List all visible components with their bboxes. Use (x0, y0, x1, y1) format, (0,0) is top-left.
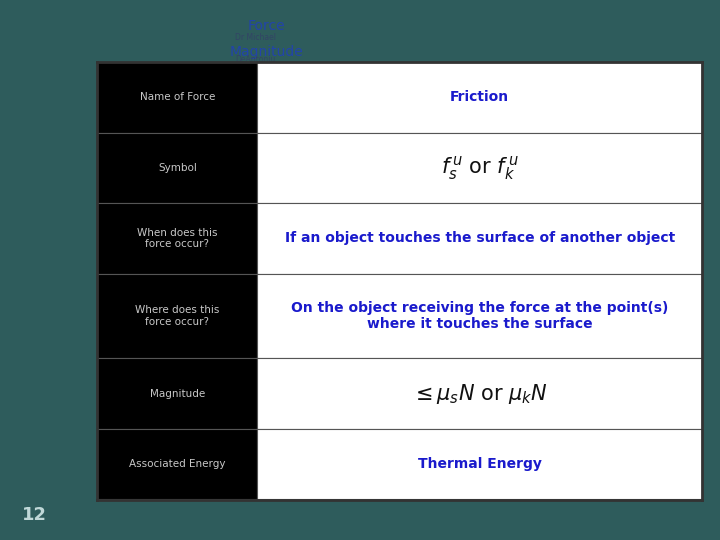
Text: Dr Michael: Dr Michael (235, 33, 276, 42)
Text: When does this
force occur?: When does this force occur? (137, 228, 217, 249)
Text: Friction: Friction (450, 90, 509, 104)
Text: Symbol: Symbol (158, 163, 197, 173)
Text: If an object touches the surface of another object: If an object touches the surface of anot… (284, 232, 675, 246)
Text: Where does this
force occur?: Where does this force occur? (135, 305, 220, 327)
Text: 12: 12 (22, 506, 47, 524)
Text: Thermal Energy: Thermal Energy (418, 457, 541, 471)
Text: Magnitude: Magnitude (230, 45, 303, 59)
Text: Magnitude: Magnitude (150, 389, 205, 399)
Text: On the object receiving the force at the point(s)
where it touches the surface: On the object receiving the force at the… (291, 301, 668, 331)
Text: $\leq \mu_s N$ or $\mu_k N$: $\leq \mu_s N$ or $\mu_k N$ (411, 382, 548, 406)
Text: Associated Energy: Associated Energy (129, 459, 225, 469)
Text: Name of Force: Name of Force (140, 92, 215, 103)
Text: Force: Force (248, 18, 285, 32)
Text: $\mathit{f}_s^{\,u}$ or $\mathit{f}_k^{\,u}$: $\mathit{f}_s^{\,u}$ or $\mathit{f}_k^{\… (441, 154, 518, 182)
Text: DeAntoniu: DeAntoniu (235, 55, 276, 64)
